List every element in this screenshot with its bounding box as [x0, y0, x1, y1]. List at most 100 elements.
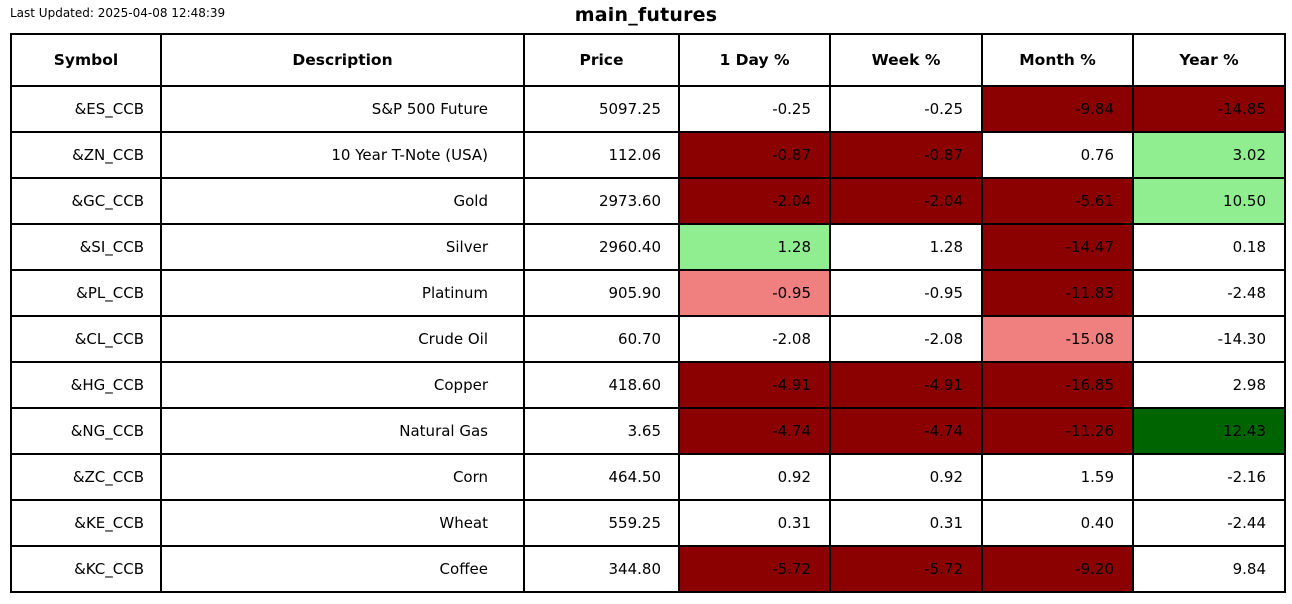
week-pct-cell: 1.28: [829, 223, 983, 271]
description-cell: Corn: [160, 453, 525, 501]
price-cell: 2973.60: [523, 177, 680, 225]
week-pct-cell: -0.95: [829, 269, 983, 317]
month-pct-cell: -11.26: [981, 407, 1134, 455]
year-pct-cell: 12.43: [1132, 407, 1286, 455]
table-row: &SI_CCB Silver 2960.40 1.28 1.28 -14.47 0.18: [10, 223, 1286, 271]
description-cell: 10 Year T-Note (USA): [160, 131, 525, 179]
symbol-cell: &NG_CCB: [10, 407, 162, 455]
price-cell: 418.60: [523, 361, 680, 409]
table-row: &NG_CCB Natural Gas 3.65 -4.74 -4.74 -11.26 12…: [10, 407, 1286, 455]
month-pct-cell: -14.47: [981, 223, 1134, 271]
price-cell: 3.65: [523, 407, 680, 455]
symbol-cell: &KC_CCB: [10, 545, 162, 593]
month-pct-cell: -9.20: [981, 545, 1134, 593]
table-row: &PL_CCB Platinum 905.90 -0.95 -0.95 -11.83 -2.…: [10, 269, 1286, 317]
column-header-month-pct: Month %: [981, 33, 1134, 87]
symbol-cell: &GC_CCB: [10, 177, 162, 225]
1-day-pct-cell: -0.95: [678, 269, 831, 317]
week-pct-cell: 0.31: [829, 499, 983, 547]
1-day-pct-cell: 0.92: [678, 453, 831, 501]
symbol-cell: &ES_CCB: [10, 85, 162, 133]
table-row: &KC_CCB Coffee 344.80 -5.72 -5.72 -9.20 9.84: [10, 545, 1286, 593]
1-day-pct-cell: -4.74: [678, 407, 831, 455]
description-cell: Crude Oil: [160, 315, 525, 363]
column-header-price: Price: [523, 33, 680, 87]
month-pct-cell: 0.40: [981, 499, 1134, 547]
table-row: &CL_CCB Crude Oil 60.70 -2.08 -2.08 -15.08 -14…: [10, 315, 1286, 363]
week-pct-cell: -2.08: [829, 315, 983, 363]
year-pct-cell: -2.48: [1132, 269, 1286, 317]
table-row: &ES_CCB S&P 500 Future 5097.25 -0.25 -0.25 -9…: [10, 85, 1286, 133]
1-day-pct-cell: -4.91: [678, 361, 831, 409]
price-cell: 2960.40: [523, 223, 680, 271]
symbol-cell: &ZN_CCB: [10, 131, 162, 179]
description-cell: Platinum: [160, 269, 525, 317]
futures-table: Symbol Description Price 1 Day % Week % Month…: [10, 33, 1286, 593]
table-row: &ZC_CCB Corn 464.50 0.92 0.92 1.59 -2.16: [10, 453, 1286, 501]
week-pct-cell: 0.92: [829, 453, 983, 501]
month-pct-cell: -5.61: [981, 177, 1134, 225]
report-topbar: Last Updated: 2025-04-08 12:48:39 main_f…: [0, 0, 1292, 33]
description-cell: Silver: [160, 223, 525, 271]
table-row: &HG_CCB Copper 418.60 -4.91 -4.91 -16.85 2.98: [10, 361, 1286, 409]
column-header-year-pct: Year %: [1132, 33, 1286, 87]
week-pct-cell: -0.25: [829, 85, 983, 133]
month-pct-cell: 0.76: [981, 131, 1134, 179]
column-header-1-day-pct: 1 Day %: [678, 33, 831, 87]
column-header-description: Description: [160, 33, 525, 87]
price-cell: 5097.25: [523, 85, 680, 133]
price-cell: 905.90: [523, 269, 680, 317]
1-day-pct-cell: 1.28: [678, 223, 831, 271]
year-pct-cell: -2.44: [1132, 499, 1286, 547]
year-pct-cell: 9.84: [1132, 545, 1286, 593]
table-row: &ZN_CCB 10 Year T-Note (USA) 112.06 -0.87 -0…: [10, 131, 1286, 179]
price-cell: 464.50: [523, 453, 680, 501]
year-pct-cell: 0.18: [1132, 223, 1286, 271]
month-pct-cell: 1.59: [981, 453, 1134, 501]
description-cell: Copper: [160, 361, 525, 409]
symbol-cell: &SI_CCB: [10, 223, 162, 271]
year-pct-cell: -14.85: [1132, 85, 1286, 133]
symbol-cell: &PL_CCB: [10, 269, 162, 317]
1-day-pct-cell: -2.04: [678, 177, 831, 225]
symbol-cell: &KE_CCB: [10, 499, 162, 547]
year-pct-cell: 10.50: [1132, 177, 1286, 225]
table-row: &KE_CCB Wheat 559.25 0.31 0.31 0.40 -2.44: [10, 499, 1286, 547]
last-updated-timestamp: Last Updated: 2025-04-08 12:48:39: [10, 6, 226, 20]
year-pct-cell: 2.98: [1132, 361, 1286, 409]
table-row: &GC_CCB Gold 2973.60 -2.04 -2.04 -5.61 10.50: [10, 177, 1286, 225]
1-day-pct-cell: -0.25: [678, 85, 831, 133]
year-pct-cell: -14.30: [1132, 315, 1286, 363]
description-cell: Gold: [160, 177, 525, 225]
column-header-symbol: Symbol: [10, 33, 162, 87]
description-cell: Wheat: [160, 499, 525, 547]
1-day-pct-cell: -0.87: [678, 131, 831, 179]
1-day-pct-cell: 0.31: [678, 499, 831, 547]
description-cell: Natural Gas: [160, 407, 525, 455]
month-pct-cell: -16.85: [981, 361, 1134, 409]
week-pct-cell: -5.72: [829, 545, 983, 593]
header-row: Symbol Description Price 1 Day % Week % Month…: [10, 33, 1286, 87]
description-cell: Coffee: [160, 545, 525, 593]
month-pct-cell: -15.08: [981, 315, 1134, 363]
table-body: &ES_CCB S&P 500 Future 5097.25 -0.25 -0.25 -9…: [10, 85, 1286, 593]
price-cell: 344.80: [523, 545, 680, 593]
price-cell: 60.70: [523, 315, 680, 363]
price-cell: 559.25: [523, 499, 680, 547]
week-pct-cell: -4.74: [829, 407, 983, 455]
1-day-pct-cell: -2.08: [678, 315, 831, 363]
symbol-cell: &ZC_CCB: [10, 453, 162, 501]
year-pct-cell: 3.02: [1132, 131, 1286, 179]
week-pct-cell: -2.04: [829, 177, 983, 225]
week-pct-cell: -4.91: [829, 361, 983, 409]
week-pct-cell: -0.87: [829, 131, 983, 179]
year-pct-cell: -2.16: [1132, 453, 1286, 501]
price-cell: 112.06: [523, 131, 680, 179]
symbol-cell: &CL_CCB: [10, 315, 162, 363]
symbol-cell: &HG_CCB: [10, 361, 162, 409]
page-title: main_futures: [574, 4, 718, 26]
month-pct-cell: -11.83: [981, 269, 1134, 317]
1-day-pct-cell: -5.72: [678, 545, 831, 593]
column-header-week-pct: Week %: [829, 33, 983, 87]
